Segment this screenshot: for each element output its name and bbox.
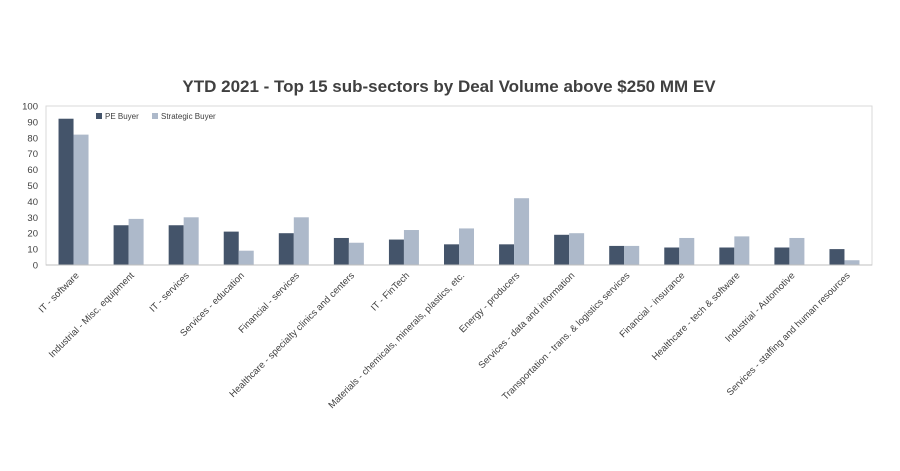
x-tick-label: IT - FinTech: [369, 270, 412, 313]
bar-strategic-buyer: [679, 237, 695, 265]
bar-pe-buyer: [719, 247, 735, 265]
bar-strategic-buyer: [183, 217, 199, 265]
legend-label: PE Buyer: [105, 112, 139, 121]
bar-strategic-buyer: [348, 242, 364, 265]
y-axis: 0 10 20 30 40 50 60 70 80 90 100: [22, 102, 38, 272]
legend-swatch: [96, 113, 102, 119]
legend: PE Buyer Strategic Buyer: [96, 112, 216, 121]
bar-strategic-buyer: [844, 260, 860, 265]
legend-label: Strategic Buyer: [161, 112, 216, 121]
x-tick-label: Services - data and information: [477, 270, 578, 371]
bar-pe-buyer: [609, 245, 625, 265]
y-tick-label: 100: [22, 102, 38, 113]
x-tick-label: Financial - services: [237, 270, 302, 335]
x-tick-label: IT - services: [148, 270, 192, 314]
y-tick-label: 50: [27, 181, 38, 192]
bar-strategic-buyer: [459, 228, 474, 265]
bar-strategic-buyer: [514, 198, 530, 265]
bar-strategic-buyer: [569, 233, 585, 265]
x-tick-label: Energy - producers: [457, 270, 522, 335]
bar-strategic-buyer: [403, 230, 419, 265]
bar-pe-buyer: [829, 249, 845, 265]
bar-strategic-buyer: [293, 217, 309, 265]
bar-strategic-buyer: [734, 236, 750, 265]
bar-strategic-buyer: [238, 250, 254, 265]
x-tick-label: IT - software: [37, 270, 82, 315]
bar-pe-buyer: [223, 231, 239, 265]
y-tick-label: 40: [27, 197, 38, 208]
y-tick-label: 90: [27, 117, 38, 128]
x-tick-label: Healthcare - tech & software: [650, 270, 743, 363]
bars: [58, 118, 860, 265]
x-tick-label: Transportation - trans. & logistics serv…: [500, 270, 632, 402]
bar-strategic-buyer: [624, 245, 640, 265]
y-tick-label: 60: [27, 165, 38, 176]
y-tick-label: 80: [27, 133, 38, 144]
y-tick-label: 0: [33, 261, 38, 272]
x-tick-label: Services - staffing and human resources: [725, 270, 853, 398]
bar-strategic-buyer: [73, 134, 89, 265]
y-tick-label: 70: [27, 149, 38, 160]
y-tick-label: 30: [27, 213, 38, 224]
bar-pe-buyer: [774, 247, 790, 265]
y-tick-label: 20: [27, 229, 38, 240]
bar-pe-buyer: [278, 233, 294, 265]
bar-pe-buyer: [499, 244, 515, 265]
bar-pe-buyer: [333, 237, 349, 265]
bar-pe-buyer: [58, 118, 74, 265]
x-tick-label: Healthcare - specialty clinics and cente…: [227, 270, 357, 400]
bar-strategic-buyer: [789, 237, 805, 265]
chart-title: YTD 2021 - Top 15 sub-sectors by Deal Vo…: [182, 77, 716, 96]
bar-pe-buyer: [664, 247, 680, 265]
legend-swatch: [152, 113, 158, 119]
bar-pe-buyer: [554, 234, 570, 265]
bar-pe-buyer: [113, 225, 129, 265]
y-tick-label: 10: [27, 245, 38, 256]
bar-pe-buyer: [388, 239, 404, 265]
bar-pe-buyer: [444, 244, 459, 265]
bar-pe-buyer: [168, 225, 184, 265]
bar-strategic-buyer: [128, 218, 144, 265]
